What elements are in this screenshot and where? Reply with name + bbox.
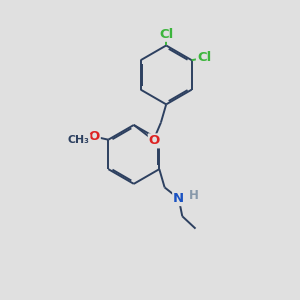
Text: O: O (149, 134, 160, 147)
Text: N: N (173, 192, 184, 205)
Text: H: H (189, 188, 199, 202)
Text: CH₃: CH₃ (68, 135, 90, 145)
Text: Cl: Cl (159, 28, 173, 41)
Text: O: O (88, 130, 100, 143)
Text: Cl: Cl (197, 51, 211, 64)
